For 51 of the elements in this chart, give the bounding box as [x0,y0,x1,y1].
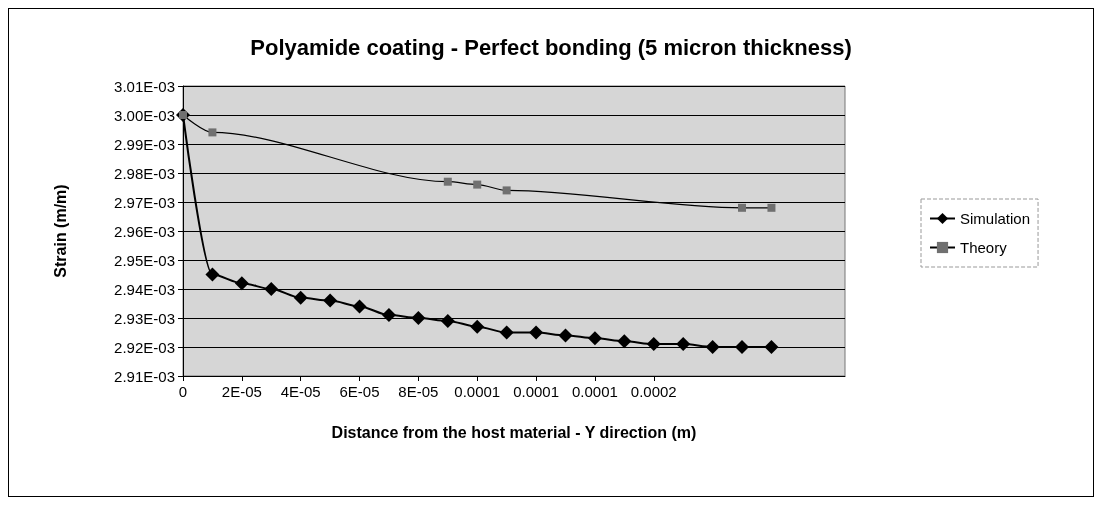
point [738,203,747,212]
point [293,290,308,305]
point [676,337,691,352]
point [470,319,485,334]
y-tick-label: 2.97E-03 [114,193,175,211]
x-tick-label: 0.0001 [513,383,560,400]
point [352,299,367,314]
x-tick-label: 8E-05 [398,383,439,400]
y-tick-label: 2.96E-03 [114,222,175,240]
x-tick-label: 0 [178,383,188,400]
point [323,293,338,308]
point [234,276,249,291]
legend-label: Simulation [960,210,1031,227]
y-tick-label: 3.01E-03 [114,77,175,95]
y-tick-label: 2.98E-03 [114,164,175,182]
chart-title: Polyamide coating - Perfect bonding (5 micron thickness) [250,34,852,60]
point [646,337,661,352]
point [205,267,220,282]
point [529,325,544,340]
point [411,311,426,325]
y-tick-label: 2.95E-03 [114,251,175,269]
y-tick-label: 2.94E-03 [114,280,175,298]
legend-label: Theory [960,239,1008,256]
point [735,340,750,354]
point [443,177,452,186]
y-axis-title: Strain (m/m) [51,184,69,278]
point [587,331,602,346]
x-axis-title: Distance from the host material - Y direction (m) [331,423,697,441]
point [764,340,779,354]
point [264,282,279,296]
x-tick-label: 0.0001 [571,383,618,400]
x-tick-label: 6E-05 [339,383,380,400]
y-tick-label: 2.99E-03 [114,135,175,153]
point [208,128,217,137]
x-tick-label: 0.0001 [454,383,501,400]
y-tick-label: 2.92E-03 [114,338,175,356]
point [767,203,776,212]
x-tick-label: 2E-05 [221,383,262,400]
point [502,186,511,195]
point [617,334,632,349]
point [381,308,396,323]
point [473,180,482,189]
point [440,313,455,328]
y-tick-label: 2.91E-03 [114,367,175,385]
point [558,328,573,343]
x-tick-label: 4E-05 [280,383,321,400]
point [705,340,720,354]
point [499,325,514,340]
y-tick-label: 2.93E-03 [114,309,175,327]
y-tick-label: 3.00E-03 [114,106,175,124]
x-tick-label: 0.0002 [630,383,677,400]
